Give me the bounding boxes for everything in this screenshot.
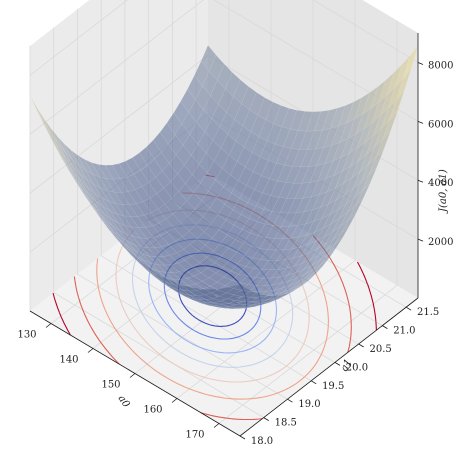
y-axis-ticks: 18.018.519.019.520.020.521.021.5 [239,306,439,447]
x-tick-label: 140 [59,355,78,366]
contour-level [52,261,377,336]
x-tick-mark [171,398,178,403]
y-tick-mark [382,325,388,329]
y-axis-label: a1 [339,357,355,373]
y-tick-mark [358,343,364,348]
z-axis-ticks: 2000 4000 6000 8000 [417,60,453,248]
z-tick-label: 2000 [428,237,453,248]
z-axis-label: J(a0, a1) [438,169,449,214]
x-tick-mark [129,373,136,378]
z-tick-label: 8000 [428,60,453,71]
grid-line-z [29,0,419,76]
z-tick-mark [417,238,424,242]
y-tick-mark [263,417,269,421]
x-tick-label: 130 [17,330,36,341]
y-tick-label: 18.5 [275,418,297,429]
grid-line-z [29,0,419,135]
y-tick-label: 21.5 [417,307,439,318]
z-tick-mark [417,120,424,124]
y-tick-label: 19.5 [322,381,344,392]
y-tick-label: 18.0 [251,436,273,447]
z-tick-mark [417,179,424,183]
x-tick-mark [45,323,52,328]
z-tick-label: 6000 [428,119,453,130]
y-tick-label: 20.5 [370,344,392,355]
x-axis-label: a0 [116,393,132,410]
y-tick-label: 19.0 [298,399,320,410]
y-tick-mark [334,362,341,366]
y-tick-label: 20.0 [346,362,368,373]
y-tick-mark [405,306,412,311]
x-tick-label: 170 [185,430,204,441]
x-tick-mark [87,348,94,353]
y-axis-line [239,297,419,437]
cost-surface [29,44,419,309]
x-tick-mark [213,423,220,428]
z-tick-mark [417,62,424,65]
y-tick-label: 21.0 [393,326,415,337]
y-tick-mark [287,398,293,403]
x-tick-label: 150 [101,380,120,391]
back-wall-x [30,0,208,311]
z-tick-label: 4000 [428,178,453,189]
y-tick-mark [239,435,246,440]
y-tick-mark [310,380,317,385]
x-axis-ticks: 130 140 150 160 170 [17,323,220,441]
x-tick-label: 160 [143,405,162,416]
